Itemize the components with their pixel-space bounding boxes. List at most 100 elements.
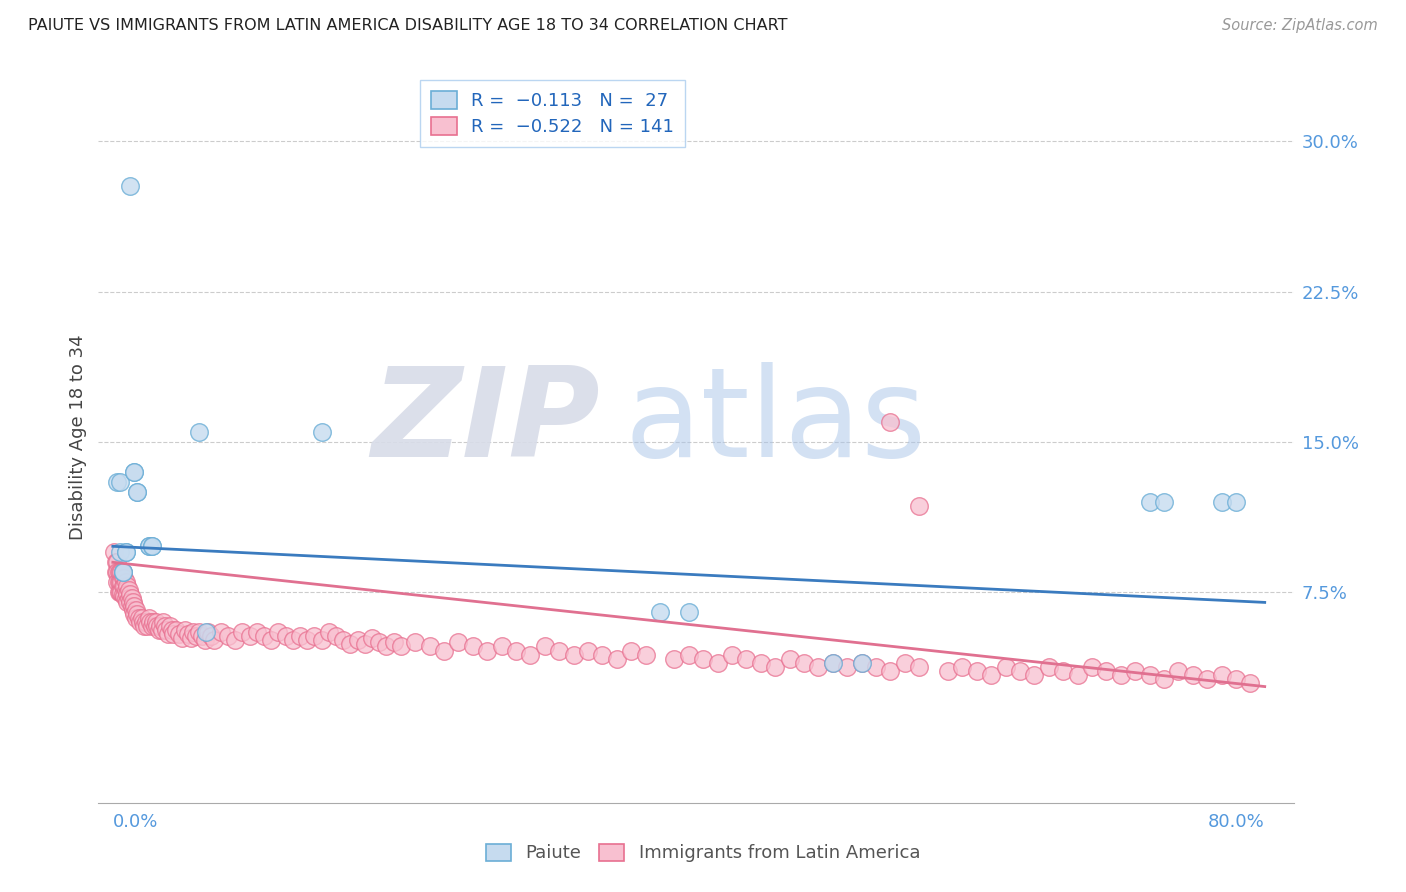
Point [634, 648, 657, 662]
Point [994, 659, 1017, 673]
Point [281, 633, 304, 648]
Point [253, 630, 276, 644]
Point [1211, 667, 1233, 681]
Point [138, 611, 160, 625]
Point [132, 615, 155, 630]
Point [562, 648, 585, 662]
Point [120, 595, 142, 609]
Point [936, 664, 959, 678]
Point [239, 630, 262, 644]
Point [267, 625, 290, 640]
Point [966, 664, 988, 678]
Point [304, 630, 326, 644]
Point [125, 603, 148, 617]
Point [908, 659, 931, 673]
Point [115, 595, 138, 609]
Point [548, 643, 571, 657]
Point [664, 651, 686, 665]
Point [620, 643, 643, 657]
Point [325, 630, 347, 644]
Point [1052, 664, 1074, 678]
Point [288, 630, 311, 644]
Point [107, 575, 129, 590]
Point [111, 566, 134, 580]
Point [160, 624, 183, 638]
Point [141, 539, 163, 553]
Point [1225, 495, 1247, 509]
Point [311, 425, 333, 439]
Point [152, 615, 174, 630]
Point [155, 624, 177, 638]
Point [1123, 664, 1146, 678]
Point [131, 611, 153, 625]
Point [143, 619, 166, 633]
Point [170, 632, 193, 646]
Point [148, 624, 170, 638]
Text: 80.0%: 80.0% [1208, 813, 1265, 830]
Point [491, 640, 513, 654]
Point [121, 599, 143, 614]
Point [153, 619, 176, 633]
Text: 0.0%: 0.0% [112, 813, 159, 830]
Point [980, 667, 1002, 681]
Point [188, 425, 211, 439]
Point [105, 575, 128, 590]
Point [139, 615, 162, 630]
Point [110, 575, 132, 590]
Point [115, 579, 138, 593]
Point [382, 635, 405, 649]
Point [141, 539, 163, 553]
Point [127, 485, 149, 500]
Point [120, 587, 142, 601]
Point [295, 633, 318, 648]
Point [107, 566, 129, 580]
Point [127, 485, 149, 500]
Point [678, 648, 700, 662]
Point [851, 656, 873, 670]
Point [124, 465, 146, 479]
Point [461, 640, 484, 654]
Point [519, 648, 541, 662]
Point [1153, 495, 1175, 509]
Point [231, 625, 253, 640]
Point [533, 640, 555, 654]
Point [122, 595, 145, 609]
Point [191, 630, 214, 644]
Point [188, 625, 211, 640]
Point [505, 643, 527, 657]
Point [576, 643, 599, 657]
Point [1225, 672, 1247, 686]
Point [1197, 672, 1219, 686]
Point [851, 656, 873, 670]
Point [950, 659, 973, 673]
Point [165, 624, 187, 638]
Point [706, 656, 728, 670]
Point [108, 585, 131, 599]
Point [129, 615, 152, 630]
Point [118, 591, 141, 606]
Y-axis label: Disability Age 18 to 34: Disability Age 18 to 34 [69, 334, 87, 540]
Point [180, 632, 202, 646]
Point [138, 539, 160, 553]
Point [404, 635, 426, 649]
Point [121, 591, 143, 606]
Point [112, 579, 135, 593]
Point [110, 566, 132, 580]
Point [200, 630, 222, 644]
Point [128, 611, 150, 625]
Text: Source: ZipAtlas.com: Source: ZipAtlas.com [1222, 18, 1378, 33]
Point [150, 624, 173, 638]
Point [108, 545, 131, 559]
Point [127, 607, 149, 622]
Point [837, 659, 859, 673]
Legend: R =  −0.113   N =  27, R =  −0.522   N = 141: R = −0.113 N = 27, R = −0.522 N = 141 [420, 80, 685, 147]
Point [104, 566, 127, 580]
Point [105, 475, 128, 490]
Point [311, 633, 333, 648]
Point [1211, 495, 1233, 509]
Point [807, 659, 830, 673]
Point [118, 583, 141, 598]
Point [1095, 664, 1118, 678]
Point [1066, 667, 1088, 681]
Point [1038, 659, 1060, 673]
